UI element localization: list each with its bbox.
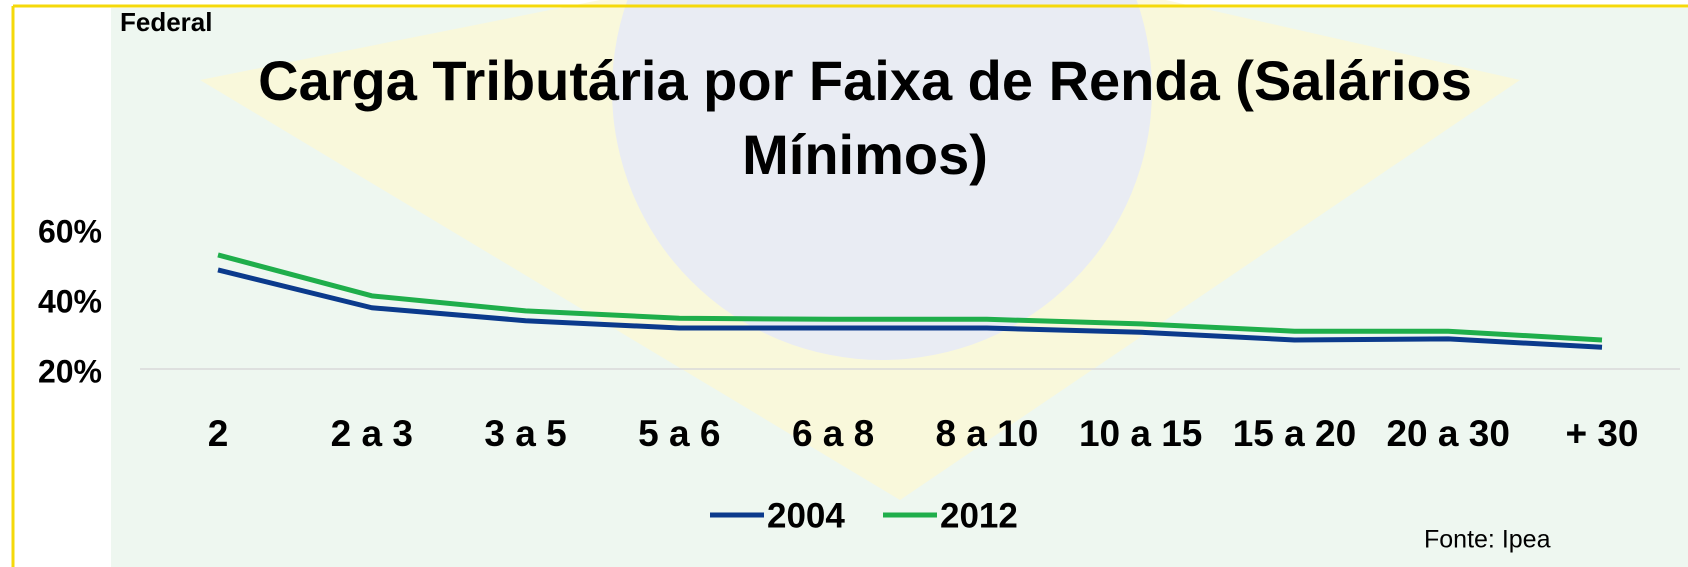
y-tick-label: 40% bbox=[38, 283, 102, 319]
legend-label: 2004 bbox=[767, 496, 845, 535]
x-tick-label: 3 a 5 bbox=[484, 413, 566, 454]
header: Federal bbox=[120, 7, 213, 37]
line-series bbox=[217, 267, 1603, 350]
x-tick-label: 8 a 10 bbox=[935, 413, 1038, 454]
x-tick-label: 2 a 3 bbox=[331, 413, 413, 454]
chart-title: Carga Tributária por Faixa de Renda (Sal… bbox=[258, 49, 1472, 186]
x-tick-label: + 30 bbox=[1565, 413, 1638, 454]
flag-circle bbox=[612, 0, 1152, 360]
x-tick-label: 6 a 8 bbox=[792, 413, 874, 454]
y-tick-label: 60% bbox=[38, 213, 102, 249]
legend-label: 2012 bbox=[940, 496, 1018, 535]
source: Fonte: Ipea bbox=[1424, 526, 1551, 554]
y-tick-label: 20% bbox=[38, 353, 102, 389]
x-tick-label: 2 bbox=[208, 413, 229, 454]
x-tick-label: 10 a 15 bbox=[1079, 413, 1202, 454]
line-series bbox=[217, 252, 1603, 343]
x-tick-label: 20 a 30 bbox=[1386, 413, 1509, 454]
x-tick-label: 15 a 20 bbox=[1233, 413, 1356, 454]
x-tick-label: 5 a 6 bbox=[638, 413, 720, 454]
